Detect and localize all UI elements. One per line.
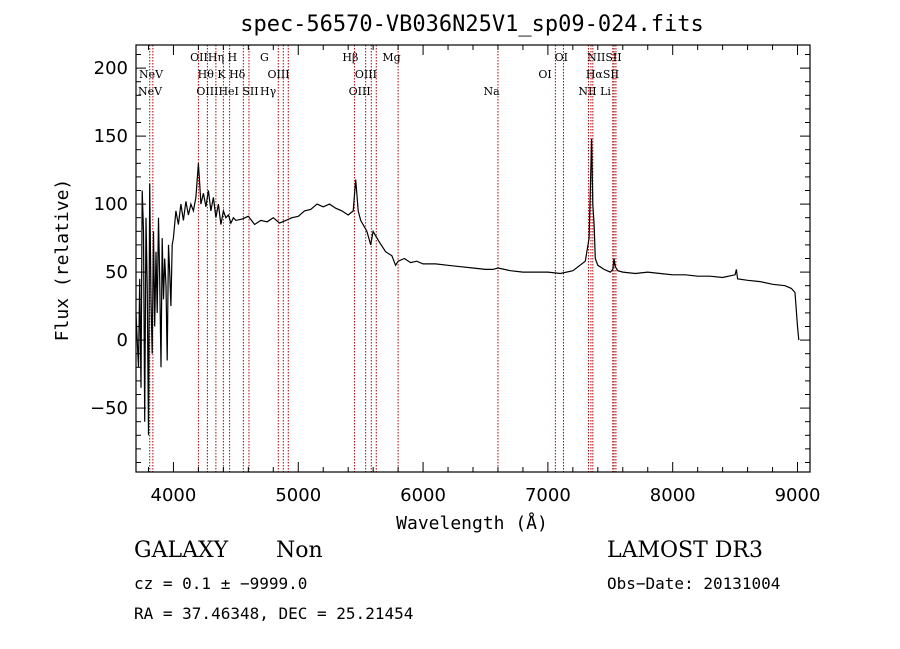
x-tick-label: 4000 bbox=[151, 485, 197, 506]
spectrum-series-line bbox=[135, 138, 800, 436]
y-tick-label: −50 bbox=[90, 398, 128, 419]
emission-line-label: OIII bbox=[268, 68, 290, 81]
y-tick-label: 150 bbox=[94, 126, 128, 147]
emission-line-label: G bbox=[260, 51, 269, 64]
plot-frame bbox=[135, 44, 811, 473]
y-tick-label: 0 bbox=[117, 330, 128, 351]
observation-date: Obs−Date: 20131004 bbox=[607, 574, 781, 593]
coordinates: RA = 37.46348, DEC = 25.21454 bbox=[134, 604, 414, 623]
emission-line-label: OIII bbox=[349, 85, 371, 98]
emission-line-label: NII Li bbox=[578, 85, 611, 98]
chart-title: spec-56570-VB036N25V1_sp09-024.fits bbox=[240, 12, 704, 37]
emission-line-label: OIIHη H bbox=[190, 51, 237, 64]
emission-line-label: Hβ bbox=[342, 51, 358, 64]
x-tick-label: 7000 bbox=[525, 485, 571, 506]
y-axis-ticks: −50 0 50 100 150 200 bbox=[90, 54, 810, 463]
emission-line-label: Mg bbox=[382, 51, 400, 64]
emission-line-label: Na bbox=[483, 85, 500, 98]
y-tick-label: 200 bbox=[94, 58, 128, 79]
x-tick-label: 6000 bbox=[400, 485, 446, 506]
emission-line-label: HαSII bbox=[586, 68, 619, 81]
emission-line-label: NeV bbox=[139, 68, 164, 81]
emission-line-label: OI bbox=[555, 51, 568, 64]
x-axis-ticks: 4000 5000 6000 7000 8000 9000 bbox=[147, 45, 821, 506]
object-type: GALAXY bbox=[134, 538, 229, 563]
emission-line-label: NeV bbox=[138, 85, 163, 98]
y-axis-label: Flux (relative) bbox=[52, 179, 73, 342]
y-tick-label: 50 bbox=[105, 262, 128, 283]
emission-line-labels: OIIHη H G Hβ Mg OI NIISII NeV Hθ K Hδ OIII OIII OI… bbox=[138, 51, 622, 98]
emission-line-label: OIIIHeI SII bbox=[196, 85, 258, 98]
y-tick-label: 100 bbox=[94, 194, 128, 215]
object-subclass: Non bbox=[276, 538, 323, 563]
survey-name: LAMOST DR3 bbox=[607, 538, 763, 563]
emission-line-label: NIISII bbox=[587, 51, 622, 64]
x-tick-label: 9000 bbox=[775, 485, 821, 506]
emission-line-label: OI bbox=[538, 68, 551, 81]
emission-line-label: Hθ K Hδ bbox=[198, 68, 246, 81]
emission-line-label: OIII bbox=[355, 68, 377, 81]
emission-line-label: Hγ bbox=[260, 85, 277, 98]
x-tick-label: 8000 bbox=[650, 485, 696, 506]
redshift-cz: cz = 0.1 ± −9999.0 bbox=[134, 574, 308, 593]
x-axis-label: Wavelength (Å) bbox=[396, 512, 548, 534]
x-tick-label: 5000 bbox=[275, 485, 321, 506]
emission-line-markers bbox=[149, 45, 617, 472]
